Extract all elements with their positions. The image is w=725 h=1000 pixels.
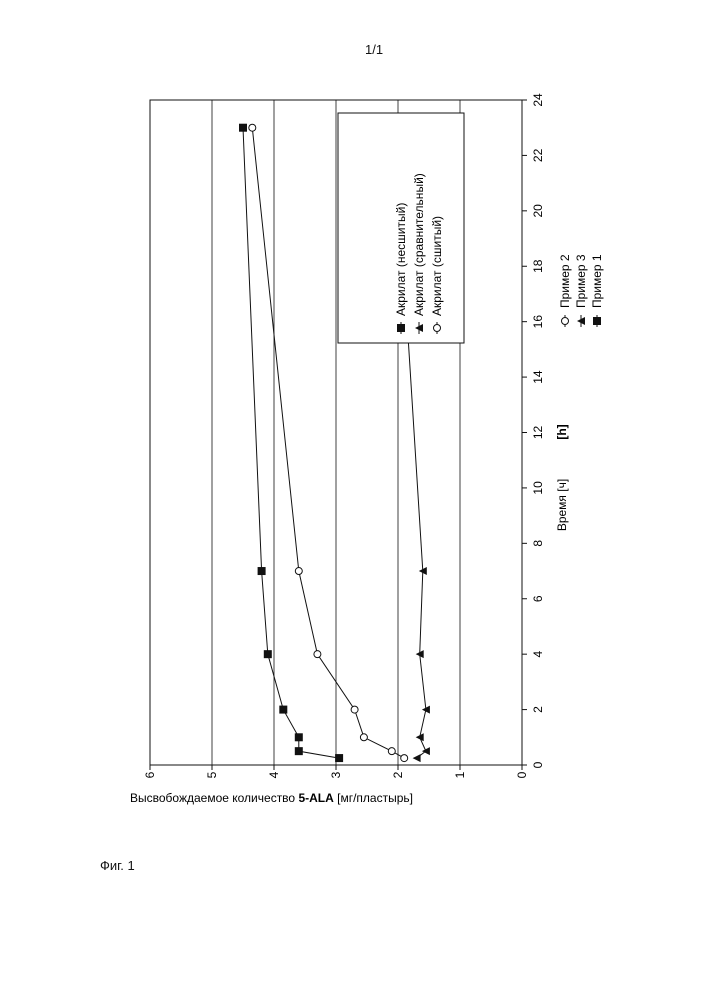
figure-caption: Фиг. 1 (100, 858, 135, 873)
x-axis-unit-extra: [h] (555, 424, 569, 439)
x-tick-label: 4 (531, 651, 545, 658)
x-tick-label: 6 (531, 595, 545, 602)
data-point (413, 754, 421, 762)
data-point (335, 754, 343, 762)
y-tick-label: 5 (205, 771, 219, 778)
x-axis-label: Время [ч] (555, 479, 569, 531)
y-tick-label: 1 (453, 771, 467, 778)
data-point (388, 748, 395, 755)
x-tick-label: 14 (531, 370, 545, 384)
y-tick-label: 3 (329, 771, 343, 778)
data-point (401, 755, 408, 762)
x-tick-label: 12 (531, 426, 545, 440)
y-tick-label: 0 (515, 771, 529, 778)
data-point (279, 706, 287, 714)
data-point (295, 733, 303, 741)
y-axis-label-prefix: Высвобождаемое количество (130, 791, 298, 805)
data-point (264, 650, 272, 658)
data-point (351, 706, 358, 713)
example-entry: Пример 3 (574, 254, 588, 327)
example-entry: Пример 2 (558, 254, 572, 327)
example-label: Пример 2 (558, 254, 572, 308)
example-marker (593, 317, 601, 325)
legend-entry: Акрилат (сшитый) (430, 216, 444, 334)
data-point (258, 567, 266, 575)
data-point (249, 124, 256, 131)
y-axis-label: Высвобождаемое количество 5-ALA [мг/плас… (130, 791, 413, 805)
x-tick-label: 10 (531, 481, 545, 495)
series (239, 124, 343, 762)
y-axis-label-bold: 5-ALA (298, 791, 334, 805)
data-point (360, 734, 367, 741)
x-tick-label: 24 (531, 93, 545, 107)
example-label: Пример 1 (590, 254, 604, 308)
x-tick-label: 22 (531, 148, 545, 162)
data-point (295, 747, 303, 755)
legend-marker (397, 324, 405, 332)
legend-entry: Акрилат (несшитый) (394, 203, 408, 334)
series-line (243, 128, 339, 758)
y-tick-label: 2 (391, 771, 405, 778)
data-point (295, 568, 302, 575)
data-point (239, 124, 247, 132)
x-tick-label: 20 (531, 204, 545, 218)
y-tick-label: 4 (267, 771, 281, 778)
legend-marker (434, 325, 441, 332)
legend-label: Акрилат (несшитый) (394, 203, 408, 316)
example-entry: Пример 1 (590, 254, 604, 327)
legend-label: Акрилат (сшитый) (430, 216, 444, 316)
x-tick-label: 8 (531, 540, 545, 547)
x-tick-label: 2 (531, 706, 545, 713)
data-point (422, 747, 430, 755)
legend-entry: Акрилат (сравнительный) (412, 173, 426, 334)
legend-label: Акрилат (сравнительный) (412, 173, 426, 316)
example-label: Пример 3 (574, 254, 588, 308)
example-marker (562, 318, 569, 325)
data-point (416, 733, 424, 741)
x-tick-label: 18 (531, 259, 545, 273)
data-point (314, 651, 321, 658)
y-axis-label-suffix: [мг/пластырь] (334, 791, 413, 805)
x-tick-label: 16 (531, 315, 545, 329)
y-tick-label: 6 (143, 771, 157, 778)
x-tick-label: 0 (531, 761, 545, 768)
